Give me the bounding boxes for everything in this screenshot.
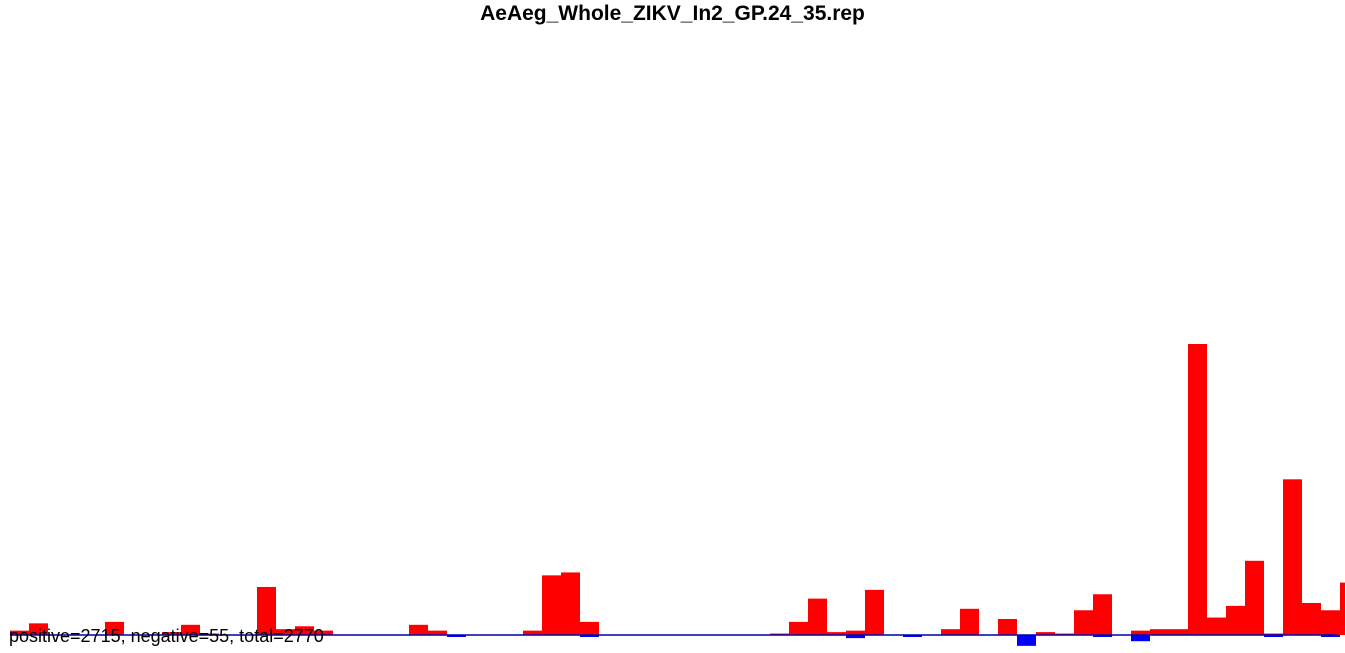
- positive-bar: [1283, 479, 1302, 635]
- positive-bar: [1226, 605, 1245, 635]
- negative-bar: [1093, 635, 1112, 637]
- positive-bar: [941, 629, 960, 635]
- positive-bar: [105, 621, 124, 635]
- positive-bar: [542, 575, 561, 635]
- positive-bar: [561, 572, 580, 635]
- positive-bar: [789, 621, 808, 635]
- positive-bar: [1188, 344, 1207, 635]
- positive-bar: [1074, 610, 1093, 635]
- positive-bar: [1093, 594, 1112, 635]
- positive-bar: [1150, 629, 1169, 635]
- chart-title: AeAeg_Whole_ZIKV_In2_GP.24_35.rep: [480, 2, 865, 25]
- negative-bar: [1321, 635, 1340, 637]
- positive-bar: [181, 624, 200, 635]
- positive-bar: [846, 630, 865, 635]
- positive-bar: [998, 618, 1017, 635]
- summary-counts: positive=2715, negative=55, total=2770: [9, 626, 324, 646]
- positive-bar: [10, 630, 29, 635]
- positive-bar: [428, 630, 447, 635]
- negative-bar: [846, 635, 865, 639]
- positive-bar: [1302, 602, 1321, 635]
- positive-bar: [29, 623, 48, 635]
- positive-bar: [960, 608, 979, 635]
- positive-bar: [1340, 582, 1345, 635]
- positive-bar: [1321, 610, 1340, 635]
- positive-bar: [1169, 629, 1188, 635]
- negative-bars: [447, 635, 1340, 646]
- negative-bar: [1264, 635, 1283, 637]
- positive-bar: [295, 626, 314, 635]
- positive-bar: [276, 629, 295, 635]
- negative-bar: [1131, 635, 1150, 642]
- positive-bars: [10, 344, 1345, 635]
- positive-bar: [1131, 630, 1150, 635]
- negative-bar: [903, 635, 922, 637]
- positive-bar: [1036, 632, 1055, 635]
- positive-bar: [409, 624, 428, 635]
- positive-bar: [827, 632, 846, 635]
- positive-bar: [314, 630, 333, 635]
- negative-bar: [1017, 635, 1036, 646]
- positive-bar: [162, 632, 181, 635]
- positive-bar: [1207, 617, 1226, 635]
- negative-bar: [447, 635, 466, 637]
- negative-bar: [580, 635, 599, 637]
- positive-bar: [808, 598, 827, 635]
- positive-bar: [865, 589, 884, 635]
- positive-bar: [1245, 560, 1264, 635]
- positive-bar: [257, 586, 276, 635]
- positive-bar: [580, 621, 599, 635]
- positive-bar: [523, 630, 542, 635]
